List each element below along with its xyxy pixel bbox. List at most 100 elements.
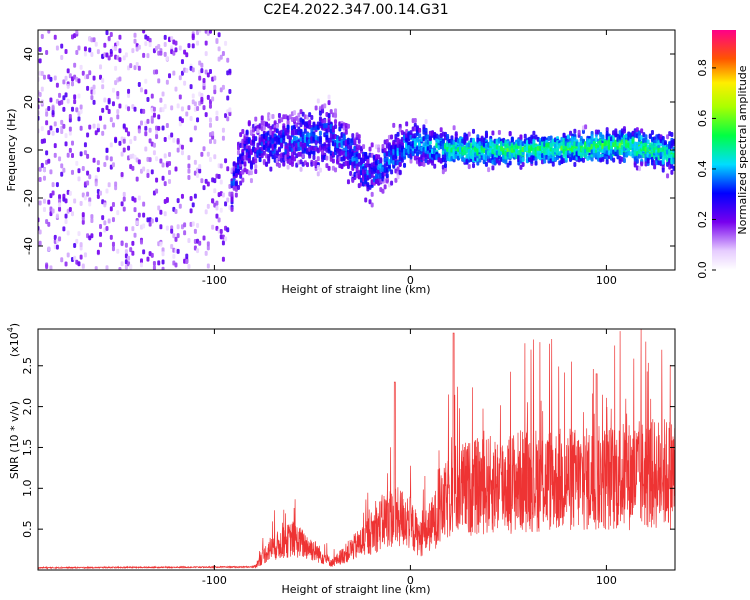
spectrogram-cell — [83, 150, 87, 156]
snr-y-scale-exp: 4 — [6, 327, 15, 332]
spectrogram-x-ticks: -100 0 100 — [202, 30, 617, 287]
spectrogram-cell — [418, 127, 422, 133]
spectrogram-y-tick-label: 20 — [22, 95, 35, 109]
spectrogram-cell — [196, 106, 200, 112]
spectrogram-cell — [344, 129, 348, 135]
spectrogram-cell — [413, 117, 417, 123]
spectrogram-cell — [609, 154, 613, 160]
spectrogram-cell — [193, 159, 197, 165]
spectrogram-cell — [64, 198, 68, 204]
spectrogram-cell — [226, 57, 230, 63]
spectrogram-cell — [116, 248, 120, 254]
spectrogram-cell — [187, 174, 191, 180]
snr-x-label: Height of straight line (km) — [281, 583, 430, 596]
spectrogram-cell — [94, 41, 98, 47]
svg-text:(x104): (x104) — [6, 323, 21, 357]
spectrogram-cell — [327, 165, 331, 171]
spectrogram-cell — [256, 128, 260, 134]
colorbar-tick-label: 0.8 — [696, 59, 709, 77]
spectrogram-cell — [163, 211, 167, 217]
spectrogram-cell — [180, 59, 184, 65]
spectrogram-cell — [605, 127, 609, 133]
spectrogram-cell — [622, 158, 626, 164]
spectrogram-cell — [286, 152, 290, 158]
spectrogram-cell — [200, 151, 204, 157]
spectrogram-cell — [213, 188, 217, 194]
spectrogram-cell — [196, 222, 200, 228]
spectrogram-cell — [62, 226, 66, 232]
spectrogram-cell — [142, 30, 146, 34]
spectrogram-cell — [213, 139, 217, 145]
spectrogram-cell — [467, 131, 471, 137]
spectrogram-cell — [237, 184, 241, 190]
spectrogram-cell — [168, 178, 172, 184]
spectrogram-cell — [293, 110, 297, 116]
spectrogram-cell — [131, 165, 135, 171]
spectrogram-cell — [159, 224, 163, 230]
spectrogram-cell — [612, 157, 616, 163]
spectrogram-cell — [161, 91, 165, 97]
spectrogram-cell — [204, 112, 208, 118]
spectrogram-cell — [208, 68, 212, 74]
spectrogram-cell — [202, 185, 206, 191]
spectrogram-cell — [42, 198, 46, 204]
spectrogram-cell — [443, 163, 447, 169]
spectrogram-cell — [534, 160, 538, 166]
spectrogram-cell — [53, 234, 57, 240]
snr-panel: -100 0 100 0.5 1.0 1.5 2.0 2.5 Height of strai… — [6, 323, 676, 596]
spectrogram-cell — [504, 159, 508, 165]
spectrogram-cell — [206, 245, 210, 251]
spectrogram-cell — [152, 265, 156, 270]
spectrogram-cell — [370, 142, 374, 148]
spectrogram-cell — [661, 159, 665, 165]
spectrogram-cell — [90, 95, 94, 101]
spectrogram-cell — [176, 103, 180, 109]
spectrogram-cell — [191, 67, 195, 73]
spectrogram-cell — [551, 161, 555, 167]
spectrogram-cell — [321, 149, 325, 155]
spectrogram-cell — [165, 197, 169, 203]
spectrogram-cell — [165, 225, 169, 231]
spectrogram-cell — [142, 108, 146, 114]
spectrogram-cell — [152, 112, 156, 118]
spectrogram-cell — [38, 177, 42, 183]
spectrogram-cell — [114, 185, 118, 191]
spectrogram-cell — [189, 196, 193, 202]
spectrogram-cell — [174, 40, 178, 46]
spectrogram-cell — [79, 108, 83, 114]
spectrogram-cell — [148, 157, 152, 163]
spectrogram-cell — [79, 254, 83, 260]
spectrogram-cell — [90, 233, 94, 239]
spectrogram-cell — [224, 201, 228, 207]
spectrogram-cell — [211, 96, 215, 102]
spectrogram-cell — [96, 127, 100, 133]
spectrogram-cell — [47, 199, 51, 205]
spectrogram-cell — [267, 158, 271, 164]
spectrogram-cell — [217, 217, 221, 223]
spectrogram-cell — [137, 44, 141, 50]
spectrogram-cell — [70, 106, 74, 112]
spectrogram-cell — [314, 105, 318, 111]
spectrogram-cell — [81, 212, 85, 218]
spectrogram-cell — [127, 106, 131, 112]
spectrogram-cell — [83, 142, 87, 148]
spectrogram-cell — [191, 202, 195, 208]
spectrogram-cell — [42, 175, 46, 181]
spectrogram-cell — [491, 165, 495, 171]
spectrogram-cell — [101, 107, 105, 113]
spectrogram-cell — [204, 209, 208, 215]
spectrogram-cell — [131, 250, 135, 256]
spectrogram-cell — [213, 84, 217, 90]
spectrogram-cell — [297, 112, 301, 118]
spectrogram-cell — [211, 131, 215, 137]
spectrogram-cell — [318, 135, 322, 141]
spectrogram-cell — [174, 86, 178, 92]
spectrogram-cell — [189, 116, 193, 122]
spectrogram-cell — [129, 63, 133, 69]
spectrogram-cell — [53, 143, 57, 149]
spectrogram-cell — [49, 169, 53, 175]
spectrogram-cell — [127, 92, 131, 98]
spectrogram-cell — [452, 125, 456, 131]
spectrogram-cell — [523, 133, 527, 139]
